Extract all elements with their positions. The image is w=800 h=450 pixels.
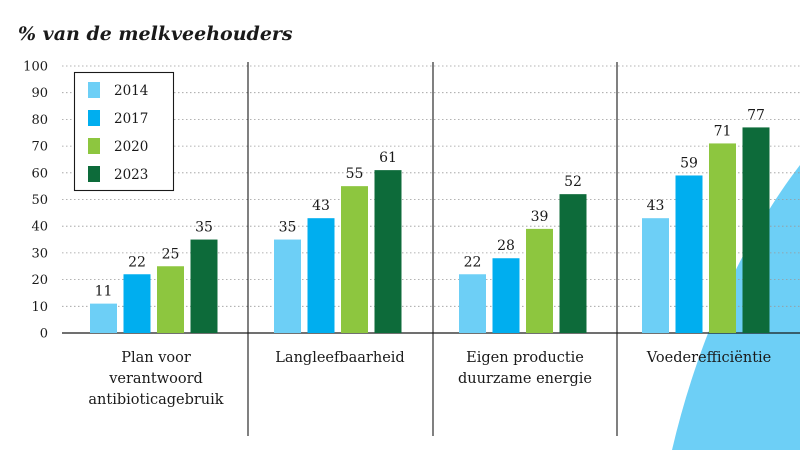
category-label: duurzame energie — [458, 371, 592, 387]
bar-2020-group-2 — [341, 186, 368, 333]
category-label: Langleefbaarheid — [275, 350, 404, 366]
bar-2023-group-4 — [742, 127, 770, 333]
bar-2014-group-1 — [90, 303, 117, 333]
y-tick-label: 90 — [31, 86, 48, 101]
y-tick-label: 80 — [31, 113, 48, 128]
y-tick-label: 50 — [31, 193, 48, 208]
legend-swatch — [88, 82, 100, 98]
bar-2020-group-1 — [157, 266, 184, 333]
bar-2017-group-4 — [675, 175, 703, 333]
legend-label: 2023 — [114, 167, 148, 183]
bar-2014-group-2 — [274, 239, 301, 333]
y-tick-label: 0 — [40, 327, 48, 342]
data-label: 71 — [714, 123, 732, 139]
data-label: 25 — [162, 246, 180, 262]
chart-title: % van de melkveehouders — [18, 23, 293, 45]
data-label: 43 — [647, 198, 665, 214]
y-tick-label: 60 — [31, 166, 48, 181]
bar-2020-group-3 — [526, 228, 553, 333]
data-label: 43 — [312, 198, 330, 214]
data-label: 22 — [464, 254, 482, 270]
bar-2023-group-3 — [559, 194, 587, 333]
gridlines — [62, 65, 800, 307]
y-tick-label: 70 — [31, 140, 48, 155]
legend-label: 2017 — [114, 111, 148, 127]
data-label: 77 — [747, 107, 765, 123]
data-label: 59 — [680, 155, 698, 171]
bar-2017-group-1 — [123, 274, 151, 333]
category-label: Plan voor — [121, 350, 191, 366]
legend-label: 2014 — [114, 83, 148, 99]
bar-2014-group-3 — [459, 274, 486, 333]
data-label: 39 — [531, 209, 549, 225]
y-tick-label: 20 — [31, 273, 48, 288]
bar-2014-group-4 — [642, 218, 669, 333]
legend: 2014 2017 2020 2023 — [73, 71, 175, 192]
legend-swatch — [88, 138, 100, 154]
bar-2017-group-2 — [307, 218, 335, 333]
bar-2023-group-2 — [374, 170, 402, 333]
data-label: 61 — [379, 150, 397, 166]
category-label: Voederefficiëntie — [646, 350, 772, 366]
category-labels: Plan voor verantwoord antibioticagebruik La… — [88, 350, 771, 408]
category-label: Eigen productie — [466, 350, 584, 366]
data-label: 55 — [346, 166, 364, 182]
data-label: 52 — [564, 174, 582, 190]
data-label: 22 — [128, 254, 146, 270]
y-tick-label: 10 — [31, 300, 48, 315]
bar-2017-group-3 — [492, 258, 520, 333]
data-label: 35 — [195, 220, 213, 236]
y-tick-label: 40 — [31, 220, 48, 235]
legend-swatch — [88, 110, 100, 126]
group-separators — [247, 62, 618, 436]
legend-label: 2020 — [114, 139, 148, 155]
category-label: antibioticagebruik — [88, 392, 223, 408]
bars: 11 22 25 35 35 43 55 61 22 28 39 52 43 59 71 77 — [90, 107, 770, 333]
y-tick-label: 30 — [31, 246, 48, 261]
y-axis: 0 10 20 30 40 50 60 70 80 90 100 — [23, 60, 800, 342]
bar-2020-group-4 — [709, 143, 736, 333]
data-label: 35 — [279, 220, 297, 236]
data-label: 28 — [497, 238, 515, 254]
legend-swatch — [88, 166, 100, 182]
bar-2023-group-1 — [190, 239, 218, 333]
y-tick-label: 100 — [23, 60, 48, 75]
data-label: 11 — [95, 284, 113, 300]
category-label: verantwoord — [108, 371, 203, 387]
